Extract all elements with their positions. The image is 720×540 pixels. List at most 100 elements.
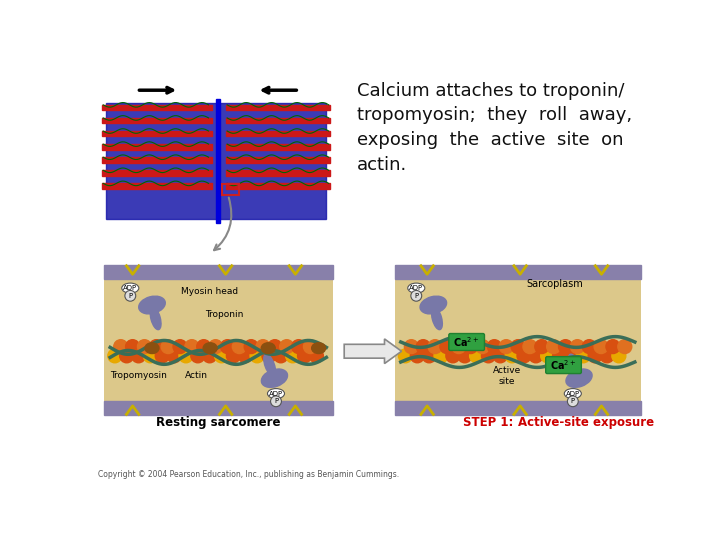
FancyBboxPatch shape — [546, 356, 581, 374]
Circle shape — [209, 340, 222, 354]
Circle shape — [405, 340, 418, 354]
Circle shape — [143, 349, 158, 363]
Circle shape — [567, 396, 578, 407]
Circle shape — [244, 340, 258, 354]
Ellipse shape — [264, 354, 276, 376]
Text: Actin: Actin — [185, 371, 208, 380]
Text: actin.: actin. — [357, 156, 408, 174]
Circle shape — [233, 340, 246, 354]
Circle shape — [108, 349, 122, 363]
Text: P: P — [128, 293, 132, 299]
FancyArrow shape — [344, 339, 402, 363]
Bar — [225, 144, 330, 150]
Circle shape — [511, 340, 525, 354]
Bar — [104, 265, 333, 279]
Text: Copyright © 2004 Pearson Education, Inc., publishing as Benjamin Cummings.: Copyright © 2004 Pearson Education, Inc.… — [98, 470, 399, 479]
Circle shape — [303, 340, 318, 354]
Text: ADP: ADP — [566, 390, 580, 396]
Circle shape — [125, 291, 136, 301]
Text: Resting sarcomere: Resting sarcomere — [156, 416, 280, 429]
Text: Tropomyosin: Tropomyosin — [110, 371, 167, 380]
Circle shape — [546, 340, 561, 354]
Bar — [225, 118, 330, 123]
Text: Active-site exposure: Active-site exposure — [518, 416, 654, 429]
Circle shape — [167, 349, 181, 363]
Ellipse shape — [261, 369, 287, 387]
Circle shape — [398, 349, 413, 363]
Bar — [395, 265, 641, 415]
Circle shape — [552, 349, 567, 363]
Circle shape — [464, 340, 477, 354]
Circle shape — [271, 396, 282, 407]
Circle shape — [505, 349, 519, 363]
Bar — [215, 99, 220, 222]
Circle shape — [286, 349, 300, 363]
Bar — [225, 170, 330, 176]
Ellipse shape — [431, 307, 442, 329]
Text: ADP: ADP — [123, 285, 138, 291]
Circle shape — [185, 340, 199, 354]
Circle shape — [529, 349, 543, 363]
Text: Calcium attaches to troponin/: Calcium attaches to troponin/ — [357, 82, 625, 100]
Bar — [225, 184, 330, 189]
Ellipse shape — [267, 389, 284, 399]
Circle shape — [428, 340, 442, 354]
Circle shape — [268, 340, 282, 354]
Text: ADP: ADP — [269, 390, 283, 396]
Bar — [225, 105, 330, 110]
Circle shape — [618, 340, 631, 354]
Bar — [102, 170, 212, 176]
Bar — [102, 118, 212, 123]
Bar — [106, 103, 326, 219]
Circle shape — [220, 340, 235, 354]
Bar — [102, 105, 212, 110]
Circle shape — [262, 349, 276, 363]
Ellipse shape — [564, 389, 581, 399]
Circle shape — [114, 340, 127, 354]
Bar — [222, 184, 239, 195]
Circle shape — [191, 349, 204, 363]
Circle shape — [297, 349, 312, 363]
Ellipse shape — [408, 283, 425, 293]
Circle shape — [517, 349, 531, 363]
Circle shape — [600, 349, 614, 363]
Circle shape — [458, 349, 472, 363]
Text: tropomyosin;  they  roll  away,: tropomyosin; they roll away, — [357, 106, 632, 124]
Circle shape — [149, 340, 163, 354]
Circle shape — [606, 340, 620, 354]
Circle shape — [535, 340, 549, 354]
Circle shape — [238, 349, 252, 363]
Ellipse shape — [145, 343, 159, 354]
Circle shape — [256, 340, 270, 354]
Ellipse shape — [312, 343, 325, 354]
Circle shape — [499, 340, 513, 354]
Circle shape — [482, 349, 495, 363]
Circle shape — [559, 340, 572, 354]
Circle shape — [446, 349, 460, 363]
Text: Ca$^{2+}$: Ca$^{2+}$ — [454, 335, 480, 349]
Ellipse shape — [203, 343, 217, 354]
Text: Myosin head: Myosin head — [181, 287, 238, 296]
Circle shape — [156, 349, 169, 363]
Bar — [102, 131, 212, 137]
Circle shape — [612, 349, 626, 363]
Circle shape — [493, 349, 508, 363]
Text: Ca$^{2+}$: Ca$^{2+}$ — [550, 358, 577, 372]
Bar — [102, 184, 212, 189]
Bar — [395, 265, 641, 279]
Circle shape — [197, 340, 211, 354]
Ellipse shape — [122, 283, 139, 293]
Circle shape — [120, 349, 134, 363]
Circle shape — [434, 349, 448, 363]
Circle shape — [250, 349, 264, 363]
Bar — [104, 265, 333, 415]
Circle shape — [203, 349, 217, 363]
Text: P: P — [571, 399, 575, 404]
Circle shape — [416, 340, 430, 354]
Text: STEP 1:: STEP 1: — [463, 416, 518, 429]
Text: ADP: ADP — [409, 285, 423, 291]
Bar — [225, 157, 330, 163]
Circle shape — [576, 349, 590, 363]
Circle shape — [173, 340, 187, 354]
Circle shape — [570, 340, 585, 354]
